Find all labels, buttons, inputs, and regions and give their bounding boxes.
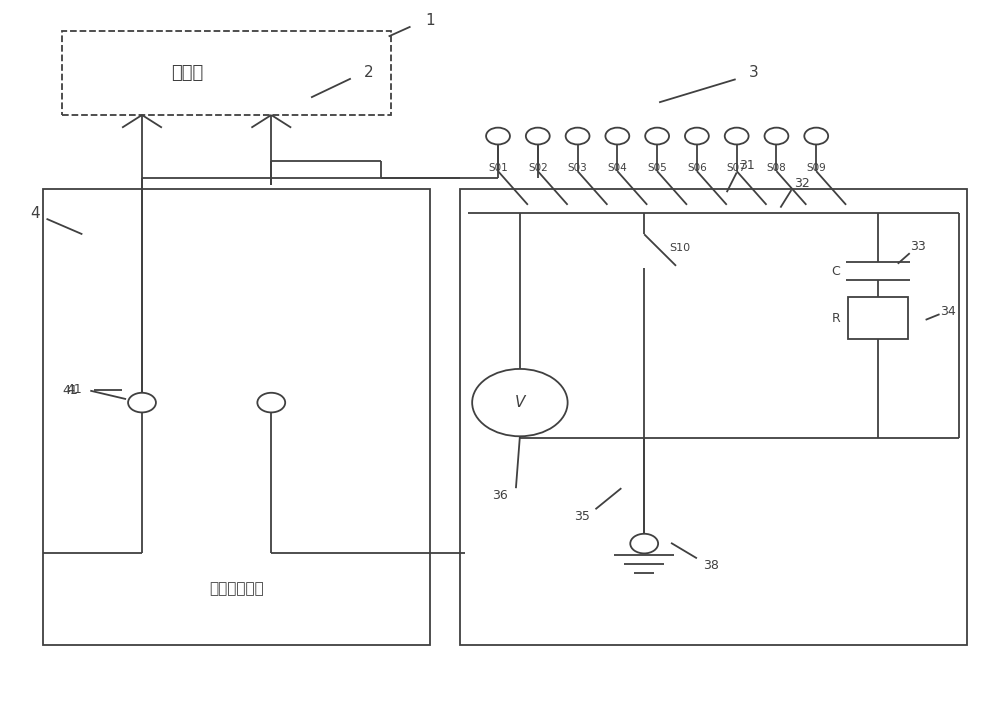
Circle shape (128, 393, 156, 412)
Text: 3: 3 (749, 66, 758, 81)
Circle shape (685, 128, 709, 144)
Bar (848, 298, 908, 339)
Text: 断路器测试仪: 断路器测试仪 (209, 581, 264, 596)
Text: S01: S01 (488, 163, 508, 173)
Circle shape (472, 369, 568, 436)
Text: 35: 35 (574, 510, 589, 522)
Circle shape (257, 393, 285, 412)
Text: 4: 4 (30, 206, 39, 221)
Text: S03: S03 (568, 163, 587, 173)
Text: S07: S07 (727, 163, 747, 173)
Text: S04: S04 (607, 163, 627, 173)
Bar (43, 189, 430, 645)
Text: 41: 41 (67, 383, 82, 397)
Circle shape (645, 128, 669, 144)
Text: V: V (515, 395, 525, 410)
Bar (460, 189, 967, 645)
Text: 32: 32 (794, 177, 810, 190)
Circle shape (765, 128, 788, 144)
Text: S08: S08 (767, 163, 786, 173)
Text: 36: 36 (492, 489, 508, 502)
Bar (62, 31, 391, 115)
Text: 33: 33 (910, 240, 926, 253)
Text: 31: 31 (739, 159, 754, 172)
Text: 34: 34 (940, 305, 955, 318)
Circle shape (605, 128, 629, 144)
Text: 38: 38 (703, 559, 719, 572)
Circle shape (630, 534, 658, 554)
Text: S09: S09 (806, 163, 826, 173)
Text: 1: 1 (426, 13, 435, 28)
Circle shape (566, 128, 590, 144)
Text: S05: S05 (647, 163, 667, 173)
Circle shape (526, 128, 550, 144)
Text: R: R (832, 312, 840, 325)
Text: S06: S06 (687, 163, 707, 173)
Text: C: C (832, 264, 840, 278)
Circle shape (804, 128, 828, 144)
Text: 2: 2 (364, 66, 374, 81)
Circle shape (725, 128, 749, 144)
Text: 41: 41 (63, 384, 78, 397)
Text: S10: S10 (669, 243, 691, 253)
Circle shape (486, 128, 510, 144)
Text: S02: S02 (528, 163, 548, 173)
Text: 断路器: 断路器 (171, 64, 203, 82)
